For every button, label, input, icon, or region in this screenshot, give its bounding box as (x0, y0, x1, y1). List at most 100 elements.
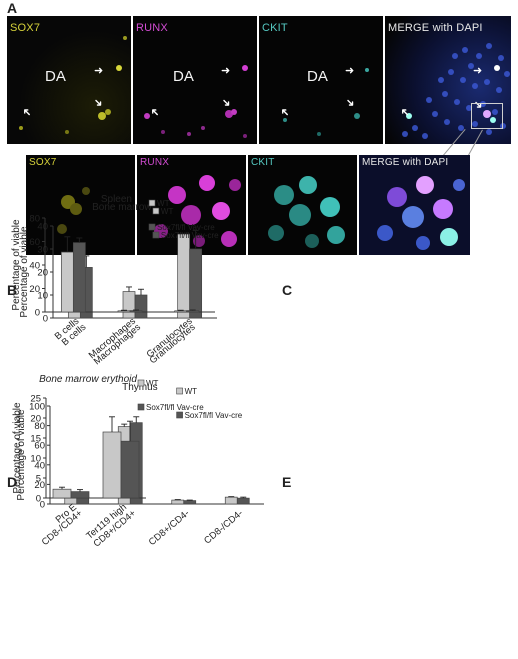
tile-ckit: CKIT DA ➜ ➜ ➜ (259, 16, 385, 144)
tile-label-runx: RUNX (136, 22, 168, 34)
panel-label-d: D (7, 474, 18, 490)
y-tick-label: 10 (37, 291, 48, 302)
bar (120, 440, 140, 499)
bar (177, 233, 191, 319)
y-tick-label: 20 (34, 480, 45, 491)
bar (189, 248, 203, 319)
bar (224, 496, 238, 505)
y-tick-label: 60 (29, 237, 40, 248)
y-tick-label: 20 (30, 414, 41, 425)
legend-label-cre: Sox7fl/fl Vav-cre (146, 403, 204, 412)
y-tick-label: 0 (35, 308, 40, 319)
arrow-icon: ➜ (221, 65, 231, 77)
tile-runx: RUNX DA ➜ ➜ ➜ (133, 16, 259, 144)
bar (134, 294, 148, 319)
y-axis-label: Percentage of viable (16, 409, 27, 501)
x-tick-label: CD8+/CD4- (147, 508, 192, 548)
y-axis-label: Percentage of viable (11, 219, 22, 311)
y-tick-label: 60 (34, 441, 45, 452)
panel-label-e: E (282, 474, 292, 490)
chart-bone-marrow-erythoid: Bone marrow erythoid 0 5 10 15 20 25 Percentage… (12, 374, 518, 654)
arrow-icon: ➜ (473, 65, 483, 77)
tile-label-ckit: CKIT (262, 22, 288, 34)
y-tick-label: 80 (29, 214, 40, 225)
arrow-icon: ➜ (345, 65, 355, 77)
legend-swatch-wt (152, 207, 160, 215)
ckit-signal (283, 68, 369, 136)
y-tick-label: 20 (37, 268, 48, 279)
bar (129, 310, 143, 313)
sox7-signal (19, 36, 127, 134)
y-tick-label: 30 (37, 245, 48, 256)
y-tick-label: 15 (30, 434, 41, 445)
tile-sox7: SOX7 DA ➜ ➜ ➜ (7, 16, 133, 144)
zoom-sox7-signal (57, 187, 90, 234)
zoom-runx-signal (154, 175, 241, 247)
bar (122, 291, 136, 319)
runx-signal (144, 65, 248, 138)
region-label-da: DA (45, 68, 66, 85)
zoom-label-ckit: CKIT (251, 157, 275, 168)
legend-swatch-wt (148, 199, 156, 207)
y-tick-label: 25 (30, 394, 41, 405)
bar (52, 488, 72, 499)
zoom-label-merge: MERGE with DAPI (362, 157, 449, 168)
chart-thymus: Thymus 0 20 40 60 80 100 Percentage of viable CD… (0, 382, 280, 654)
legend-swatch-wt (176, 387, 183, 395)
tile-label-sox7: SOX7 (10, 22, 41, 34)
tile-label-merge: MERGE with DAPI (388, 22, 483, 34)
y-tick-label: 80 (34, 421, 45, 432)
y-tick-label: 10 (30, 454, 41, 465)
region-label-da: DA (307, 68, 328, 85)
panel-label-b: B (7, 282, 18, 298)
legend-swatch-cre (176, 411, 183, 419)
merge-signal (402, 43, 510, 139)
zoom-merge-signal (377, 176, 465, 250)
tile-merge: MERGE with DAPI ➜ ➜ ➜ (385, 16, 511, 144)
y-axis-label: Percentage of viable (19, 226, 30, 318)
bar (70, 491, 90, 499)
legend-swatch-cre (137, 403, 145, 411)
legend-label-wt: WT (185, 387, 198, 396)
legend-label-wt: WT (146, 379, 159, 388)
arrow-icon: ➜ (94, 65, 104, 77)
region-label-da: DA (173, 68, 194, 85)
legend-label-wt: WT (161, 207, 174, 216)
y-tick-label: 0 (43, 314, 48, 325)
legend-label-cre: Sox7fl/fl Vav-cre (161, 231, 219, 240)
bar (174, 310, 188, 313)
micro-row-zoom: SOX7 RUNX CKIT MERGE with DAPI (26, 155, 470, 255)
y-axis-label: Percentage of viable (12, 402, 23, 494)
zoom-region-box (471, 103, 503, 129)
y-tick-label: 5 (36, 474, 41, 485)
zoom-ckit-signal (268, 176, 345, 248)
bar (117, 310, 131, 313)
legend-swatch-cre (148, 223, 156, 231)
legend-label-wt: WT (157, 199, 170, 208)
y-tick-label: 0 (40, 500, 45, 511)
bar (186, 310, 200, 313)
y-tick-label: 40 (37, 222, 48, 233)
zoom-label-sox7: SOX7 (29, 157, 57, 168)
zoom-tile-ckit: CKIT (248, 155, 359, 255)
chart-title: Bone marrow erythoid (39, 374, 137, 385)
zoom-label-runx: RUNX (140, 157, 170, 168)
y-tick-label: 100 (29, 402, 45, 413)
y-tick-label: 40 (34, 460, 45, 471)
legend-label-cre: Sox7fl/fl Vav-cre (157, 223, 215, 232)
legend-label-cre: Sox7fl/fl Vav-cre (185, 411, 243, 420)
legend-swatch-wt (137, 379, 145, 387)
bar (72, 242, 86, 313)
legend-swatch-cre (152, 231, 160, 239)
chart-title: Spleen (101, 194, 132, 205)
y-tick-label: 0 (36, 494, 41, 505)
bar (60, 251, 74, 313)
chart-spleen: Spleen 0 20 40 60 80 Percentage of viable B cel… (11, 194, 518, 470)
bar (183, 500, 197, 505)
bar (171, 499, 185, 505)
bar (102, 431, 122, 499)
panel-label-a: A (7, 0, 18, 16)
chart-title: Thymus (122, 382, 158, 393)
zoom-tile-merge: MERGE with DAPI (359, 155, 470, 255)
chart-title: Bone marrow (92, 202, 152, 213)
